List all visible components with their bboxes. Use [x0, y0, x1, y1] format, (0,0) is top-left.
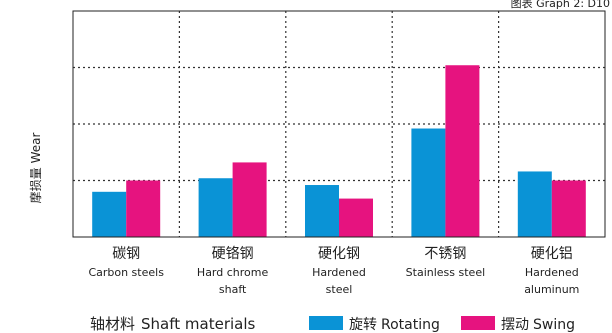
bar-swing-1	[126, 180, 161, 237]
bars	[92, 65, 586, 238]
category-label-en: steel	[326, 283, 353, 296]
category-label-zh: 碳钢	[112, 246, 140, 262]
bar-rotating-2	[198, 178, 233, 237]
category-label-zh: 硬化铝	[531, 246, 573, 262]
bar-rotating-3	[305, 185, 339, 237]
category-label-en: aluminum	[524, 283, 579, 296]
category-label-zh: 不锈钢	[424, 246, 466, 262]
category-label-en: Hardened	[312, 266, 366, 279]
plot-frame	[72, 10, 606, 238]
category-label-zh: 硬铬钢	[212, 246, 254, 262]
bar-swing-4	[445, 65, 480, 238]
x-axis-label-en: Shaft materials	[141, 315, 255, 333]
bar-swing-2	[232, 162, 267, 237]
x-axis-label: 轴材料 Shaft materials	[90, 315, 256, 333]
category-label-en: Stainless steel	[406, 266, 485, 279]
legend: 旋转 Rotating 摆动 Swing	[309, 316, 575, 333]
bar-rotating-4	[411, 128, 446, 237]
bar-swing-3	[339, 198, 373, 237]
legend-label-rotating: 旋转 Rotating	[349, 317, 440, 333]
category-label-zh: 硬化钢	[318, 246, 360, 262]
category-label-en: Hard chrome	[197, 266, 269, 279]
chart-caption: 图表 Graph 2: D10	[511, 0, 610, 10]
category-label-en: Carbon steels	[88, 266, 164, 279]
legend-label-swing: 摆动 Swing	[501, 317, 575, 333]
legend-swatch-swing	[461, 316, 495, 330]
y-axis-label: 摩损量 Wear	[28, 133, 43, 204]
x-axis-label-zh: 轴材料	[90, 315, 135, 333]
legend-swatch-rotating	[309, 316, 343, 330]
category-labels: 碳钢 Carbon steels 硬铬钢 Hard chrome shaft 硬化钢 Har…	[88, 246, 579, 296]
category-label-en: Hardened	[525, 266, 579, 279]
category-label-en: shaft	[219, 283, 247, 296]
bar-rotating-1	[92, 191, 127, 237]
gridlines	[73, 11, 605, 237]
y-axis-label-zh: 摩损量	[28, 167, 43, 203]
bar-rotating-5	[517, 171, 552, 237]
bar-swing-5	[551, 180, 586, 237]
y-axis-label-en: Wear	[29, 133, 43, 164]
